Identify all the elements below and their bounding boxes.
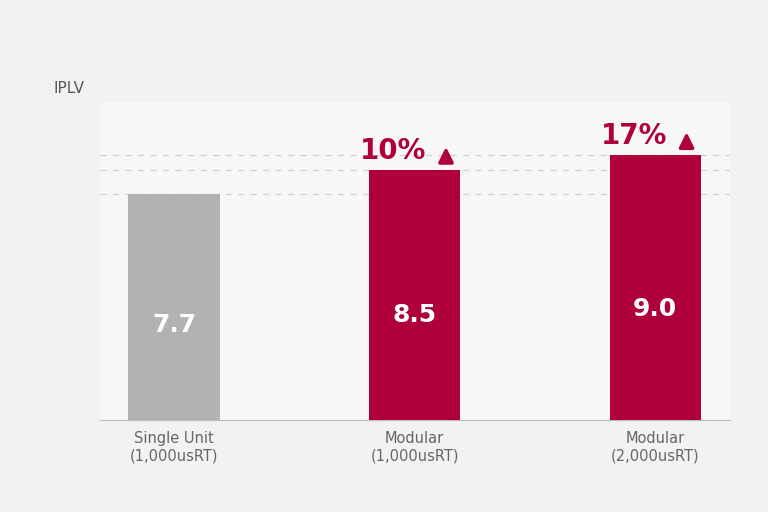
Bar — [369, 170, 461, 420]
Bar — [128, 194, 220, 420]
Text: 9.0: 9.0 — [633, 297, 677, 321]
Bar — [610, 155, 701, 420]
Text: 10%: 10% — [360, 137, 426, 165]
Text: 17%: 17% — [601, 122, 667, 150]
Text: 7.7: 7.7 — [152, 313, 197, 337]
Text: 8.5: 8.5 — [392, 303, 437, 327]
Text: IPLV: IPLV — [54, 81, 85, 96]
